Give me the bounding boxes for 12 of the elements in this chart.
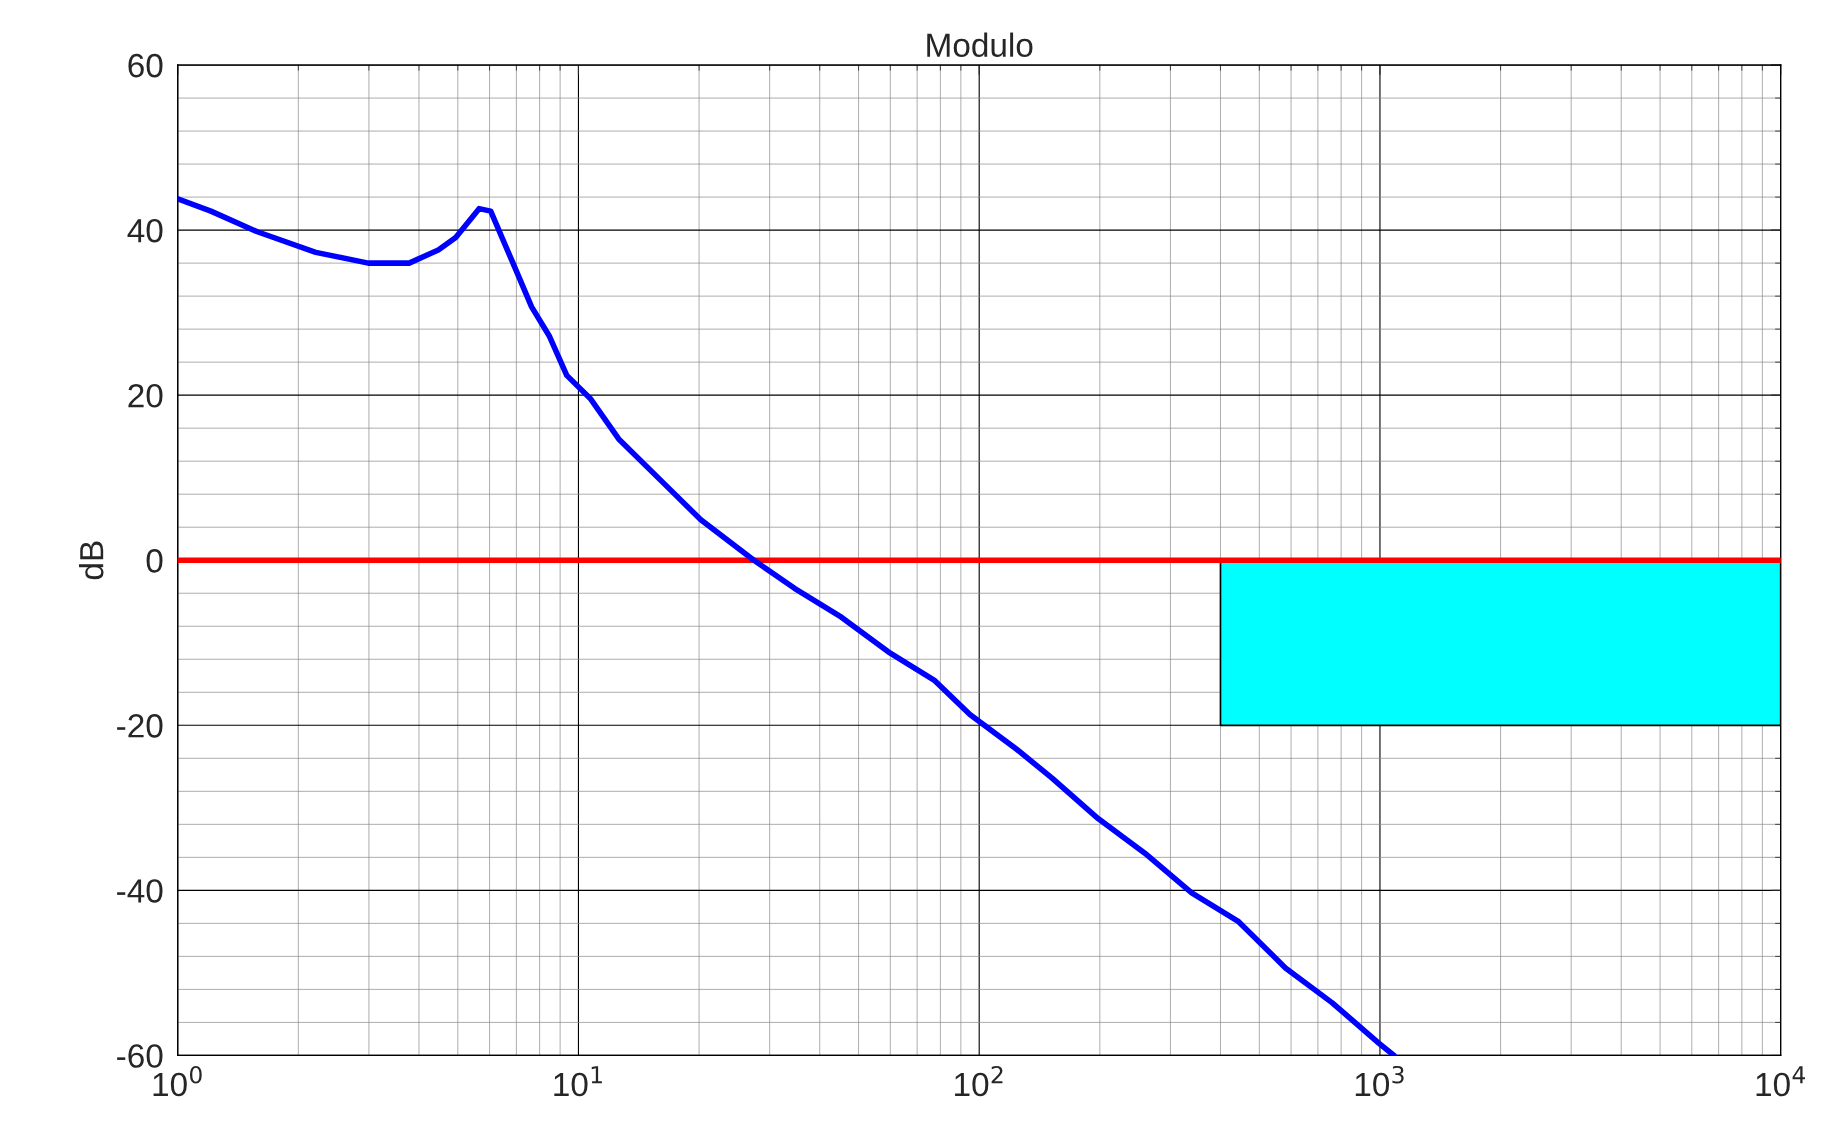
y-tick-label: -40 [117,879,163,903]
chart-title: Modulo [927,32,1033,58]
y-tick-label: 60 [128,53,163,78]
y-tick-label: 0 [146,549,163,573]
y-axis-title: dB [79,541,104,580]
y-tick-label: -20 [117,714,163,738]
y-tick-label: 40 [127,218,163,243]
y-tick-label: 20 [128,383,163,408]
x-tick-label: 10$^{4}$ [1756,1066,1805,1097]
x-tick-label: 10$^{1}$ [554,1066,602,1097]
x-tick-label: 10$^{2}$ [955,1065,1003,1097]
x-tick-label: 10$^{3}$ [1355,1065,1404,1097]
